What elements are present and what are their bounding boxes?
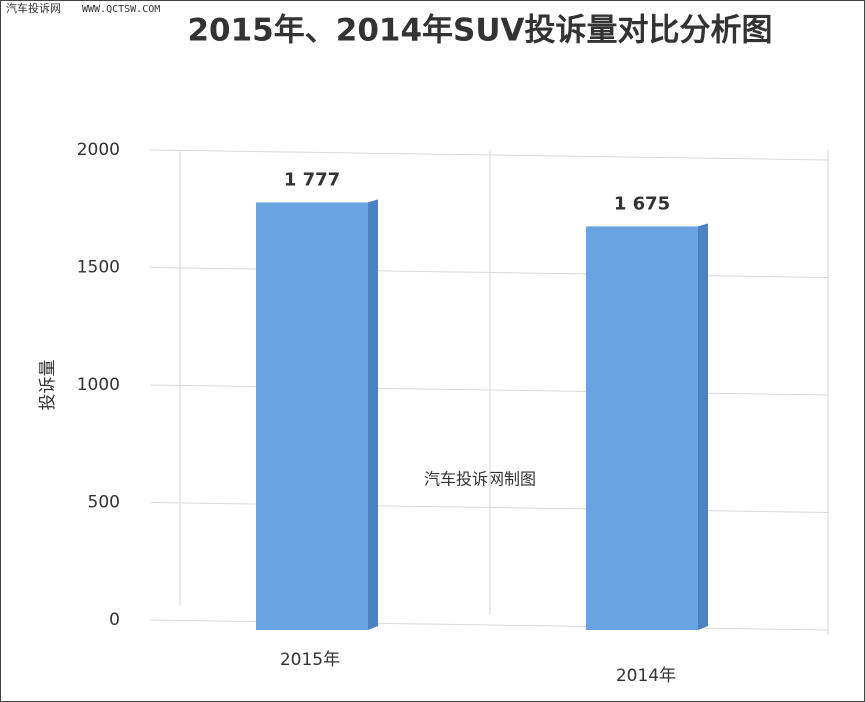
x-tick-label: 2014年 <box>616 666 676 686</box>
y-axis-label: 投诉量 <box>38 360 58 411</box>
data-label: 1 777 <box>284 169 340 190</box>
bar <box>256 202 368 630</box>
y-tick-label: 1000 <box>77 375 120 395</box>
watermark-site: 汽车投诉网 <box>6 1 61 15</box>
data-label: 1 675 <box>614 193 670 214</box>
y-tick-label: 0 <box>109 610 120 630</box>
y-tick-label: 2000 <box>77 140 120 160</box>
bar <box>586 226 698 630</box>
annotation: 汽车投诉网制图 <box>424 470 536 489</box>
x-tick-label: 2015年 <box>280 650 340 670</box>
y-tick-label: 500 <box>88 493 120 513</box>
watermark-url: WWW.QCTSW.COM <box>82 4 160 15</box>
chart-title: 2015年、2014年SUV投诉量对比分析图 <box>187 13 772 49</box>
grid-line <box>149 149 829 161</box>
bar-side <box>698 223 708 630</box>
bar-side <box>368 199 378 630</box>
y-tick-label: 1500 <box>77 258 120 278</box>
